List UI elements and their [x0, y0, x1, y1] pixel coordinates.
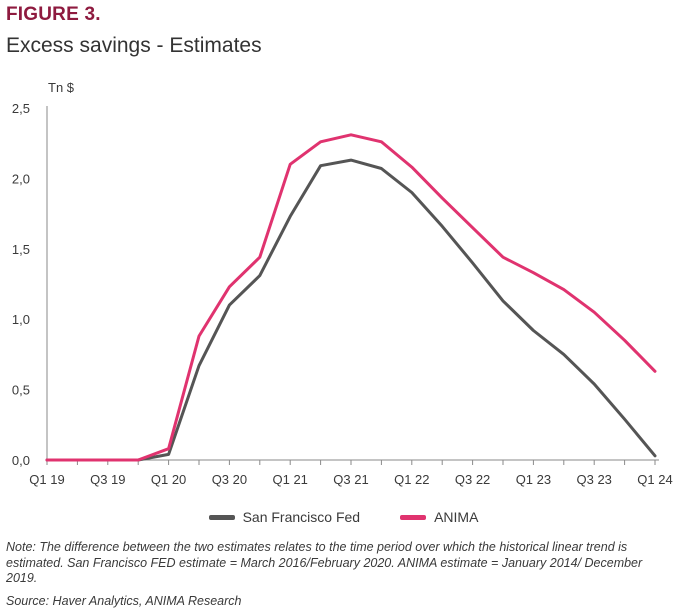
- x-axis: Q1 19 Q3 19 Q1 20 Q3 20 Q1 21 Q3 21 Q1 22 Q3 22…: [29, 459, 673, 487]
- series-line-sf-fed: [45, 158, 657, 462]
- y-tick-label: 0,0: [12, 453, 30, 468]
- legend-swatch-sf-fed: [208, 514, 235, 520]
- legend-item-anima: ANIMA: [400, 509, 478, 525]
- x-tick-label: Q1 23: [516, 472, 551, 487]
- x-tick-label: Q1 24: [637, 472, 672, 487]
- series-group: [45, 133, 657, 462]
- legend-label-anima: ANIMA: [434, 509, 479, 525]
- figure-label: FIGURE 3.: [6, 4, 101, 25]
- y-tick-label: 1,5: [12, 242, 30, 257]
- series-line-anima: [45, 133, 657, 462]
- y-tick-label: 1,0: [12, 312, 30, 327]
- x-tick-label: Q3 19: [90, 472, 125, 487]
- legend-item-sf-fed: San Francisco Fed: [208, 509, 361, 525]
- x-tick-label: Q1 22: [394, 472, 429, 487]
- figure-title: Excess savings - Estimates: [6, 34, 262, 57]
- y-tick-label: 0,5: [12, 383, 30, 398]
- x-tick-label: Q1 19: [29, 472, 64, 487]
- x-tick-label: Q1 20: [151, 472, 186, 487]
- x-tick-label: Q3 23: [576, 472, 611, 487]
- y-axis-label: Tn $: [48, 80, 75, 95]
- legend-label-sf-fed: San Francisco Fed: [242, 509, 361, 525]
- x-tick-label: Q3 21: [333, 472, 368, 487]
- legend-swatch-anima: [400, 514, 427, 520]
- y-tick-label: 2,0: [12, 171, 30, 186]
- legend: San Francisco Fed ANIMA: [0, 509, 687, 525]
- chart-source: Source: Haver Analytics, ANIMA Research: [6, 594, 242, 608]
- x-tick-label: Q3 22: [455, 472, 490, 487]
- y-tick-label: 2,5: [12, 101, 30, 116]
- x-tick-label: Q1 21: [272, 472, 307, 487]
- chart-note: Note: The difference between the two est…: [6, 540, 643, 585]
- x-tick-label: Q3 20: [212, 472, 247, 487]
- y-axis: 0,0 0,5 1,0 1,5 2,0 2,5: [12, 101, 48, 468]
- excess-savings-chart: Tn $ 0,00,51,01,52,02,5 Q1 19 Q3 19 Q1 20 Q…: [12, 80, 673, 487]
